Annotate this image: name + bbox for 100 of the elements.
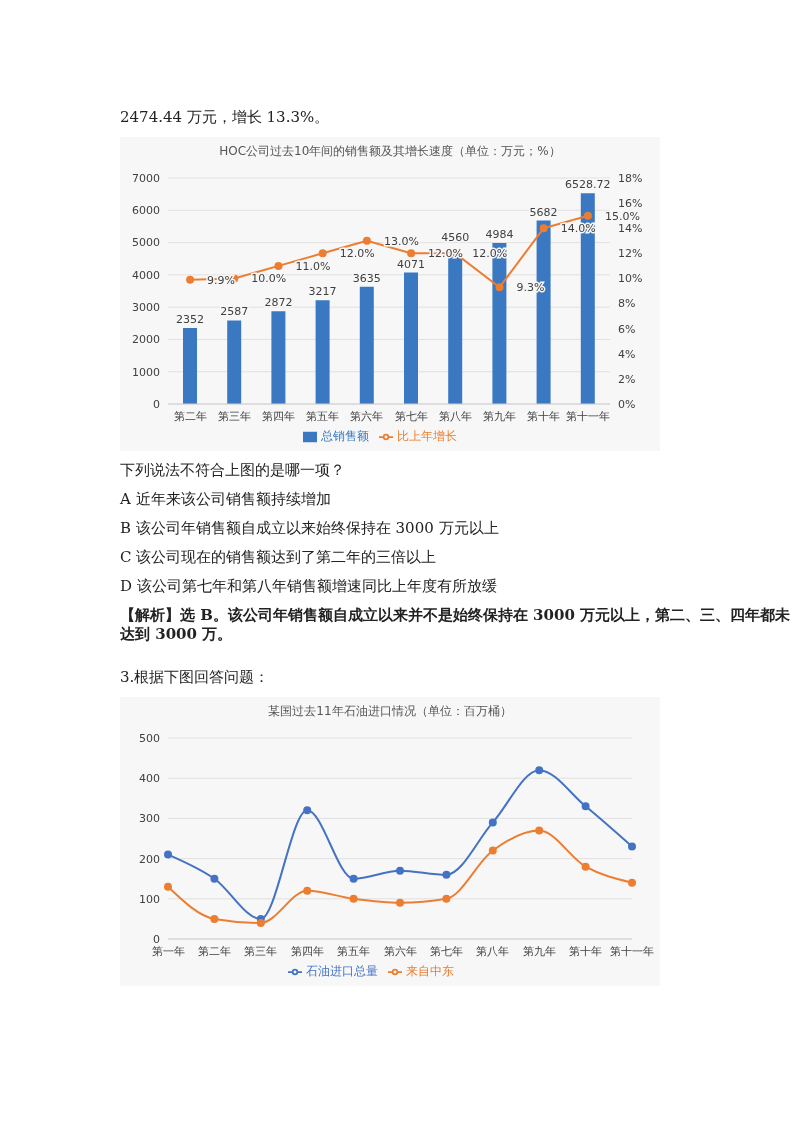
- data-label: 4984: [485, 228, 514, 242]
- bar: [271, 311, 286, 404]
- text: D 该公司第七年和第八年销售额增速同比上年度有所放缓: [120, 577, 498, 596]
- bar: [227, 320, 242, 404]
- y-tick-label: 6000: [132, 204, 160, 218]
- x-tick-label: 第六年: [383, 944, 417, 958]
- point: [164, 882, 172, 891]
- x-tick-label: 第六年: [350, 409, 384, 423]
- y-tick-label: 2000: [132, 333, 160, 347]
- y2-tick-label: 6%: [618, 322, 636, 336]
- x-tick-label: 第十一年: [610, 944, 654, 958]
- point: [581, 862, 590, 871]
- point: [442, 894, 451, 903]
- point: [488, 818, 497, 827]
- data-label: 2587: [220, 305, 249, 319]
- y2-tick-label: 14%: [618, 222, 643, 236]
- y2-tick-label: 10%: [618, 272, 643, 286]
- x-tick-label: 第八年: [476, 944, 510, 958]
- point: [581, 802, 590, 811]
- y2-tick-label: 12%: [618, 247, 643, 261]
- point: [442, 870, 451, 879]
- point: [210, 914, 219, 923]
- point: [303, 886, 312, 895]
- point: [488, 846, 497, 855]
- x-tick-label: 第八年: [438, 409, 472, 423]
- y2-tick-label: 4%: [618, 347, 636, 361]
- text: C 该公司现在的销售额达到了第二年的三倍以上: [120, 548, 438, 567]
- data-label: 4560: [441, 231, 470, 245]
- bar: [448, 256, 463, 404]
- point: [407, 249, 416, 258]
- bar: [315, 300, 330, 404]
- data-label: 3217: [308, 285, 337, 299]
- x-tick-label: 第二年: [173, 409, 207, 423]
- x-tick-label: 第十年: [527, 409, 561, 423]
- point: [349, 874, 358, 883]
- y-tick-label: 200: [139, 852, 160, 866]
- point: [186, 275, 195, 284]
- point: [349, 894, 358, 903]
- y-tick-label: 0: [153, 397, 160, 411]
- x-tick-label: 第五年: [306, 409, 340, 423]
- legend-label: 来自中东: [406, 964, 454, 978]
- y-tick-label: 3000: [132, 301, 160, 315]
- x-tick-label: 第七年: [394, 409, 428, 423]
- point: [495, 283, 504, 292]
- data-label: 3635: [352, 271, 381, 285]
- x-tick-label: 第九年: [522, 944, 556, 958]
- point: [318, 249, 327, 258]
- data-label: 4071: [397, 257, 425, 271]
- x-tick-label: 第三年: [217, 409, 251, 423]
- x-tick-label: 第二年: [197, 944, 231, 958]
- point: [539, 224, 548, 233]
- y-tick-label: 1000: [132, 365, 160, 379]
- x-tick-label: 第一年: [151, 944, 185, 958]
- data-label: 15.0%: [604, 209, 640, 223]
- y-tick-label: 400: [139, 772, 160, 786]
- x-tick-label: 第九年: [483, 409, 516, 423]
- text: 【解析】选 B。该公司年销售额自成立以来并不是始终保持在 3000 万元以上，第二、三、四年都未达到 3000 万。: [120, 606, 792, 644]
- y-tick-label: 500: [139, 731, 160, 745]
- text: 下列说法不符合上图的是哪一项？: [120, 461, 346, 480]
- data-label: 13.0%: [383, 234, 419, 248]
- point: [535, 826, 544, 835]
- point: [256, 918, 265, 927]
- bar: [183, 328, 197, 404]
- legend-label: 石油进口总量: [306, 964, 378, 978]
- point: [583, 211, 592, 220]
- point: [628, 878, 636, 887]
- point: [535, 766, 544, 775]
- point: [362, 236, 371, 245]
- bar: [404, 272, 418, 404]
- y2-tick-label: 2%: [618, 372, 636, 386]
- x-tick-label: 第四年: [290, 944, 324, 958]
- y-tick-label: 0: [153, 932, 160, 946]
- point: [164, 850, 172, 859]
- x-tick-label: 第三年: [244, 944, 278, 958]
- y-tick-label: 100: [139, 892, 160, 906]
- y-tick-label: 7000: [132, 171, 160, 185]
- x-tick-label: 第十一年: [565, 409, 610, 423]
- data-label: 2352: [176, 313, 204, 327]
- point: [303, 806, 312, 815]
- data-label: 10.0%: [251, 272, 287, 286]
- data-label: 12.0%: [339, 247, 375, 261]
- y2-tick-label: 18%: [618, 171, 643, 185]
- point: [274, 261, 283, 270]
- point: [628, 842, 636, 851]
- y-tick-label: 5000: [132, 236, 160, 250]
- y-tick-label: 4000: [132, 268, 160, 282]
- text: 2474.44 万元，增长 13.3%。: [120, 108, 331, 127]
- y2-tick-label: 16%: [618, 197, 643, 211]
- legend-label: 总销售额: [321, 429, 369, 443]
- y-tick-label: 300: [139, 812, 160, 826]
- x-tick-label: 第四年: [262, 409, 295, 423]
- bar: [359, 286, 374, 404]
- chart-title: HOC公司过去10年间的销售额及其增长速度（单位：万元；%）: [218, 143, 562, 160]
- text: B 该公司年销售额自成立以来始终保持在 3000 万元以上: [120, 519, 500, 538]
- data-label: 2872: [264, 296, 293, 310]
- text: 3.根据下图回答问题：: [120, 668, 271, 687]
- point: [210, 874, 219, 883]
- legend-label: 比上年增长: [397, 429, 457, 443]
- x-tick-label: 第七年: [429, 944, 463, 958]
- data-label: 6528.72: [565, 178, 611, 192]
